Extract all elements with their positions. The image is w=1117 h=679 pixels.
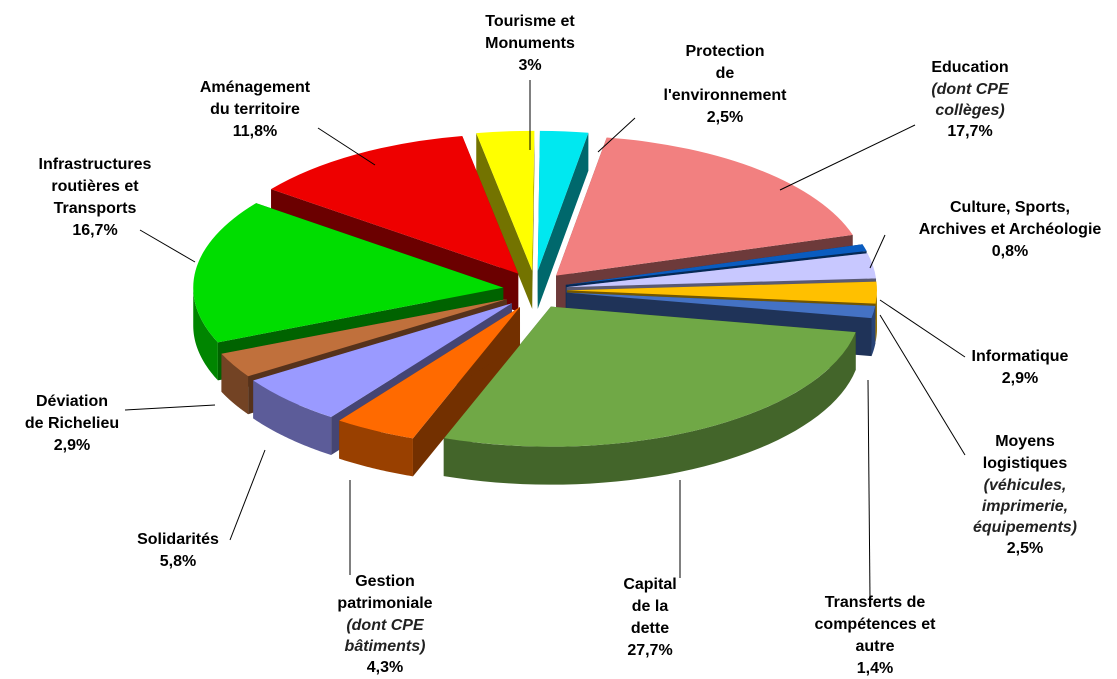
slice-top — [339, 306, 521, 439]
leader-line — [879, 299, 966, 358]
leader-line — [597, 117, 636, 153]
slice-side — [476, 133, 533, 309]
slice-label: Informatique — [972, 348, 1069, 365]
slice-note: bâtiments) — [345, 638, 426, 655]
value-label: 2,5% — [707, 109, 743, 126]
slice-label: Moyens — [995, 433, 1055, 450]
slice-top — [566, 281, 877, 304]
slice-label: compétences et — [815, 616, 937, 633]
slice-label: routières et — [51, 178, 139, 195]
slice-label: Culture, Sports, — [950, 199, 1070, 216]
slice-top — [271, 135, 519, 274]
slice-top — [221, 299, 507, 377]
slice-wall — [875, 290, 877, 342]
slice-top — [566, 292, 876, 319]
slice-wall — [871, 305, 876, 357]
slice-top — [193, 203, 504, 343]
slice-side — [532, 130, 535, 309]
slice-label: de Richelieu — [25, 415, 119, 432]
slice-top — [476, 130, 535, 271]
leader-line — [229, 449, 266, 541]
slice-label: dette — [631, 620, 669, 637]
slice-note: équipements) — [973, 519, 1077, 536]
slice-top — [443, 306, 856, 447]
slice — [476, 130, 535, 309]
slice-wall — [193, 287, 218, 381]
slice-label: de — [716, 65, 735, 82]
leader-line — [317, 127, 376, 166]
leader-line — [779, 124, 916, 191]
value-label: 3% — [518, 57, 541, 74]
slice-label: Monuments — [485, 35, 575, 52]
value-label: 5,8% — [160, 553, 196, 570]
slice-label: de la — [632, 598, 669, 615]
slice-label: Education — [931, 59, 1008, 76]
leader-line — [879, 314, 966, 456]
slice-note: collèges) — [935, 102, 1004, 119]
leader-line — [867, 379, 871, 599]
slice-note: (dont CPE — [346, 617, 425, 634]
slice-label: Capital — [623, 576, 676, 593]
slice-top — [566, 253, 877, 288]
slice-label: patrimoniale — [337, 595, 432, 612]
slice-wall — [443, 332, 856, 485]
leader-line — [124, 404, 216, 411]
slice-label: Déviation — [36, 393, 108, 410]
leader-line — [869, 234, 886, 269]
slice-note: (véhicules, — [984, 477, 1067, 494]
slice-top — [556, 137, 853, 276]
value-label: 17,7% — [947, 123, 992, 140]
value-label: 2,9% — [54, 437, 90, 454]
slice-wall — [253, 380, 332, 456]
slice-label: Aménagement — [200, 79, 311, 96]
value-label: 11,8% — [233, 123, 277, 140]
slice-label: Infrastructures — [39, 156, 152, 173]
slice-label: Protection — [685, 43, 764, 60]
slice-label: Gestion — [355, 573, 415, 590]
slice-wall — [339, 420, 413, 477]
value-label: 4,3% — [367, 659, 403, 676]
slice-label: autre — [855, 638, 894, 655]
slice — [443, 306, 856, 485]
value-label: 2,9% — [1002, 370, 1038, 387]
slice-label: Solidarités — [137, 531, 219, 548]
slice-wall — [221, 353, 249, 415]
value-label: 0,8% — [992, 243, 1028, 260]
slice-top — [253, 303, 512, 418]
slice-label: Archives et Archéologie — [919, 221, 1102, 238]
slice-top — [565, 244, 867, 285]
value-label: 1,4% — [857, 660, 893, 677]
value-label: 2,5% — [1007, 540, 1043, 557]
slice-label: logistiques — [983, 455, 1068, 472]
leader-line — [139, 229, 196, 263]
slice-side — [221, 299, 507, 392]
slice — [339, 306, 521, 477]
slice-side — [537, 132, 589, 309]
slice-label: Tourisme et — [485, 13, 575, 30]
slice-label: l'environnement — [664, 87, 788, 104]
slice-top — [537, 130, 589, 271]
slice-label: Transports — [54, 200, 137, 217]
value-label: 27,7% — [627, 642, 672, 659]
value-label: 16,7% — [72, 222, 117, 239]
slice-note: imprimerie, — [982, 498, 1068, 515]
slice-note: (dont CPE — [931, 81, 1010, 98]
slice — [537, 130, 589, 309]
slice-label: Transferts de — [825, 594, 926, 611]
slice-label: du territoire — [210, 101, 300, 118]
